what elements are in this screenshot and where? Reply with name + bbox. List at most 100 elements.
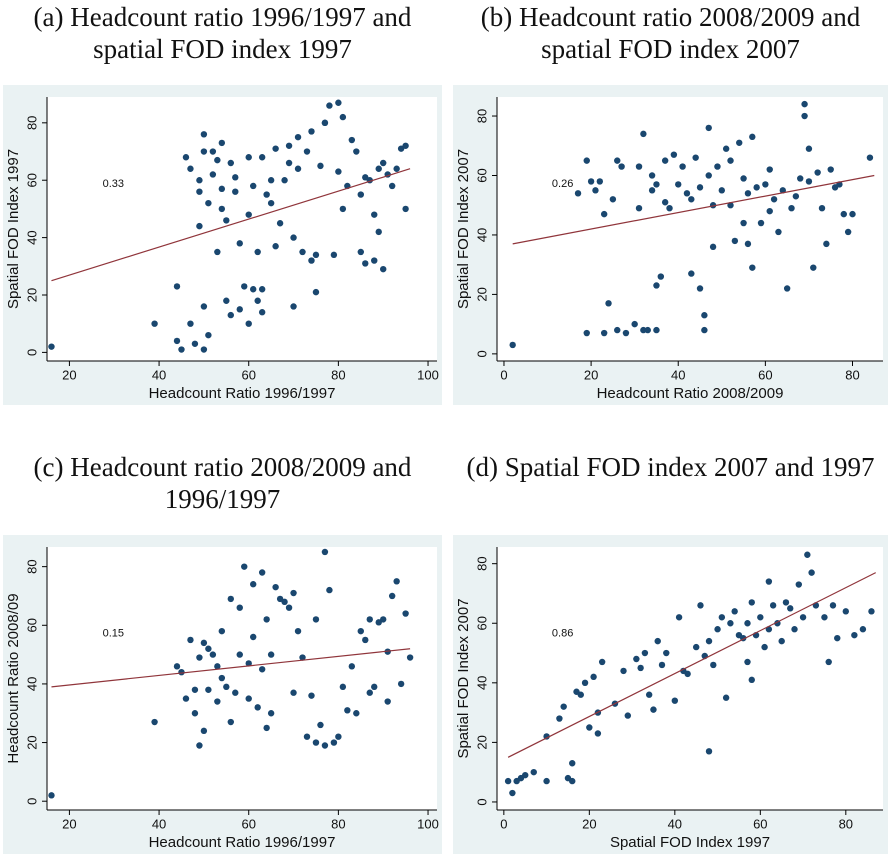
point — [614, 157, 621, 164]
point — [330, 739, 338, 746]
point — [792, 193, 800, 200]
point — [272, 243, 279, 250]
y-tick-label: 60 — [24, 173, 39, 187]
point — [574, 190, 582, 197]
y-tick-label: 20 — [474, 287, 489, 301]
y-axis-label: Spatial FOD Index 2007 — [455, 598, 472, 758]
point — [393, 165, 400, 172]
point — [397, 680, 405, 688]
point — [844, 228, 852, 236]
point — [353, 148, 360, 155]
point — [218, 627, 226, 635]
point — [205, 686, 212, 693]
point — [609, 196, 617, 203]
point — [250, 633, 257, 641]
point — [151, 320, 158, 327]
point — [245, 211, 252, 218]
point — [849, 210, 856, 218]
point — [661, 157, 669, 164]
point — [357, 248, 364, 256]
point — [718, 187, 726, 194]
x-tick-label: 100 — [417, 816, 439, 831]
point — [227, 718, 234, 726]
point — [200, 303, 208, 310]
x-tick-label: 40 — [668, 816, 682, 831]
point — [223, 683, 230, 691]
point — [731, 237, 739, 245]
point — [191, 710, 199, 717]
x-tick-label: 20 — [582, 816, 596, 831]
point — [701, 326, 708, 334]
panel-title: (c) Headcount ratio 2008/2009 and — [34, 452, 412, 482]
point — [218, 674, 226, 682]
point — [321, 742, 329, 749]
point — [196, 742, 203, 749]
fit-line — [51, 168, 411, 282]
point — [362, 260, 369, 267]
point — [618, 163, 625, 170]
point — [683, 190, 691, 197]
point — [196, 222, 203, 230]
panel: (d) Spatial FOD index 2007 and 1997 0 20 40… — [453, 452, 888, 854]
point — [648, 187, 656, 194]
point — [569, 760, 576, 767]
x-tick-label: 0 — [500, 816, 507, 831]
point — [744, 620, 751, 627]
point — [196, 177, 203, 184]
point — [791, 626, 798, 633]
point — [236, 306, 243, 313]
point — [868, 608, 875, 615]
point — [312, 251, 320, 259]
y-tick-label: 80 — [474, 109, 489, 123]
point — [783, 285, 791, 292]
point — [187, 636, 194, 644]
point — [232, 174, 239, 181]
point — [648, 172, 656, 179]
point — [218, 185, 226, 193]
point — [581, 679, 589, 687]
point — [829, 602, 837, 609]
point — [263, 616, 270, 623]
point — [402, 142, 409, 149]
y-tick-label: 40 — [24, 230, 39, 244]
point — [281, 177, 288, 184]
point — [509, 789, 516, 797]
point — [196, 188, 203, 195]
point — [722, 694, 730, 701]
point — [671, 697, 679, 704]
point — [635, 204, 643, 212]
point — [740, 219, 747, 227]
point — [258, 286, 266, 293]
panel-title: (a) Headcount ratio 1996/1997 and — [34, 2, 412, 32]
point — [371, 257, 378, 264]
point — [312, 288, 320, 296]
point — [200, 346, 208, 353]
point — [701, 312, 708, 319]
point — [209, 651, 217, 658]
point — [797, 175, 804, 182]
point — [294, 165, 302, 172]
point — [209, 148, 217, 155]
point — [402, 205, 409, 213]
point — [276, 220, 284, 227]
point — [600, 329, 608, 337]
point — [650, 706, 657, 713]
point — [254, 297, 261, 304]
point — [344, 707, 351, 714]
annotation: 0.26 — [552, 178, 573, 190]
point — [48, 792, 55, 799]
point — [267, 710, 275, 717]
point — [245, 320, 252, 327]
point — [312, 739, 320, 746]
point — [778, 637, 785, 645]
point — [592, 187, 599, 194]
point — [357, 191, 364, 198]
point — [227, 595, 234, 603]
x-tick-label: 60 — [758, 367, 772, 382]
point — [380, 616, 387, 623]
x-tick-label: 20 — [584, 367, 598, 382]
point — [509, 341, 516, 349]
point — [335, 733, 342, 740]
panel-title: (d) Spatial FOD index 2007 and 1997 — [467, 452, 875, 482]
